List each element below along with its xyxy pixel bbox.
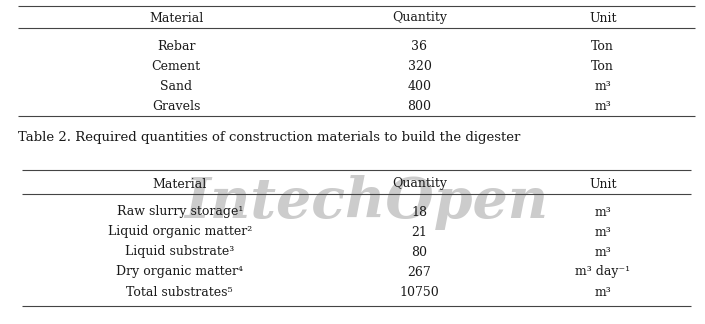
Text: Raw slurry storage¹: Raw slurry storage¹ xyxy=(116,205,243,218)
Text: 36: 36 xyxy=(412,40,427,52)
Text: Quantity: Quantity xyxy=(392,11,447,25)
Text: Unit: Unit xyxy=(589,11,617,25)
Text: m³: m³ xyxy=(594,246,611,259)
Text: Liquid substrate³: Liquid substrate³ xyxy=(125,246,234,259)
Text: 400: 400 xyxy=(407,79,431,92)
Text: 80: 80 xyxy=(412,246,427,259)
Text: m³: m³ xyxy=(594,205,611,218)
Text: 800: 800 xyxy=(407,99,431,112)
Text: Sand: Sand xyxy=(160,79,192,92)
Text: Cement: Cement xyxy=(152,60,201,73)
Text: 21: 21 xyxy=(412,226,427,238)
Text: Gravels: Gravels xyxy=(152,99,200,112)
Text: Quantity: Quantity xyxy=(392,178,447,191)
Text: Material: Material xyxy=(153,178,207,191)
Text: 267: 267 xyxy=(407,265,431,279)
Text: Total substrates⁵: Total substrates⁵ xyxy=(126,285,233,298)
Text: m³: m³ xyxy=(594,285,611,298)
Text: 18: 18 xyxy=(412,205,427,218)
Text: Unit: Unit xyxy=(589,178,617,191)
Text: Table 2. Required quantities of construction materials to build the digester: Table 2. Required quantities of construc… xyxy=(18,131,520,144)
Text: Dry organic matter⁴: Dry organic matter⁴ xyxy=(116,265,243,279)
Text: Ton: Ton xyxy=(591,40,614,52)
Text: 10750: 10750 xyxy=(400,285,439,298)
Text: Rebar: Rebar xyxy=(157,40,195,52)
Text: m³: m³ xyxy=(594,226,611,238)
Text: Liquid organic matter²: Liquid organic matter² xyxy=(108,226,252,238)
Text: m³: m³ xyxy=(594,99,611,112)
Text: m³: m³ xyxy=(594,79,611,92)
Text: Ton: Ton xyxy=(591,60,614,73)
Text: m³ day⁻¹: m³ day⁻¹ xyxy=(575,265,630,279)
Text: 320: 320 xyxy=(407,60,431,73)
Text: Material: Material xyxy=(149,11,203,25)
Text: IntechOpen: IntechOpen xyxy=(185,175,548,230)
